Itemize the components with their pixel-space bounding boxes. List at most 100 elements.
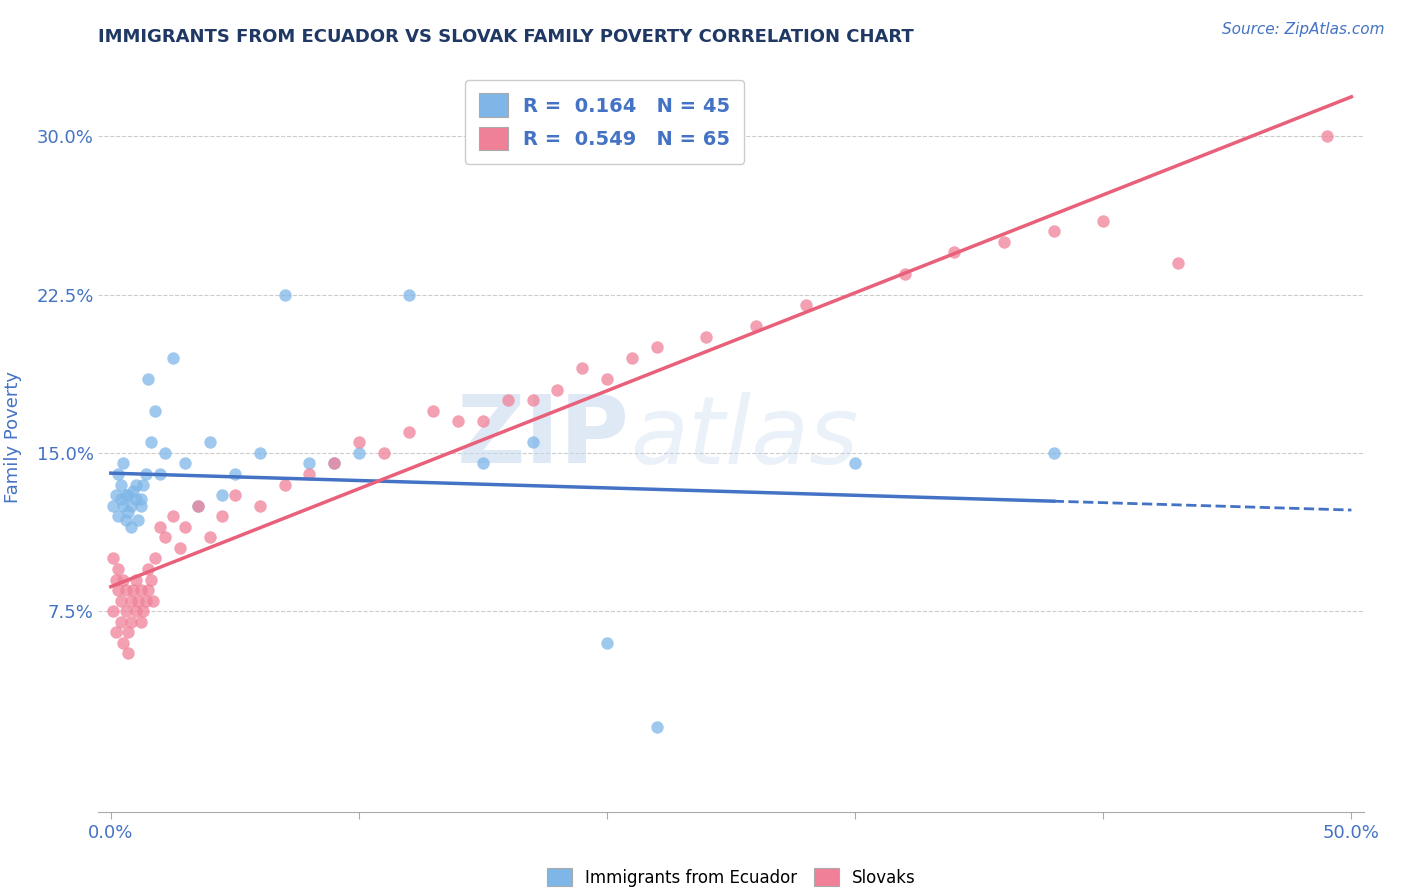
- Point: [139, 573, 162, 587]
- Point: [124, 604, 146, 618]
- Point: [120, 499, 142, 513]
- Point: [129, 583, 152, 598]
- Point: [1042, 446, 1064, 460]
- Point: [112, 457, 135, 471]
- Point: [117, 625, 139, 640]
- Point: [894, 267, 917, 281]
- Point: [447, 414, 470, 428]
- Point: [211, 488, 233, 502]
- Point: [107, 562, 129, 576]
- Point: [373, 446, 395, 460]
- Point: [114, 513, 136, 527]
- Point: [645, 720, 668, 734]
- Text: IMMIGRANTS FROM ECUADOR VS SLOVAK FAMILY POVERTY CORRELATION CHART: IMMIGRANTS FROM ECUADOR VS SLOVAK FAMILY…: [98, 28, 914, 45]
- Text: ZIP: ZIP: [457, 391, 630, 483]
- Legend: Immigrants from Ecuador, Slovaks: Immigrants from Ecuador, Slovaks: [540, 862, 922, 892]
- Point: [162, 351, 184, 365]
- Point: [127, 593, 149, 607]
- Point: [122, 583, 145, 598]
- Point: [112, 499, 135, 513]
- Point: [124, 477, 146, 491]
- Point: [129, 615, 152, 629]
- Point: [422, 403, 444, 417]
- Point: [129, 492, 152, 507]
- Point: [129, 499, 152, 513]
- Point: [1092, 213, 1115, 227]
- Point: [107, 583, 129, 598]
- Point: [110, 593, 132, 607]
- Point: [155, 446, 177, 460]
- Point: [496, 393, 519, 408]
- Point: [114, 488, 136, 502]
- Point: [112, 636, 135, 650]
- Point: [943, 245, 966, 260]
- Point: [298, 467, 321, 481]
- Point: [114, 583, 136, 598]
- Point: [117, 488, 139, 502]
- Point: [122, 483, 145, 498]
- Point: [174, 457, 197, 471]
- Point: [149, 520, 172, 534]
- Point: [596, 372, 619, 386]
- Point: [249, 499, 271, 513]
- Point: [198, 530, 221, 544]
- Point: [794, 298, 817, 312]
- Point: [132, 477, 155, 491]
- Point: [596, 636, 619, 650]
- Point: [107, 467, 129, 481]
- Point: [224, 488, 246, 502]
- Point: [174, 520, 197, 534]
- Point: [114, 604, 136, 618]
- Point: [323, 457, 346, 471]
- Point: [695, 330, 717, 344]
- Point: [136, 372, 159, 386]
- Point: [546, 383, 568, 397]
- Point: [155, 530, 177, 544]
- Point: [145, 551, 167, 566]
- Point: [117, 505, 139, 519]
- Point: [522, 393, 544, 408]
- Point: [162, 509, 184, 524]
- Point: [620, 351, 643, 365]
- Point: [135, 467, 157, 481]
- Point: [169, 541, 191, 555]
- Point: [844, 457, 866, 471]
- Point: [249, 446, 271, 460]
- Point: [1167, 256, 1189, 270]
- Point: [107, 509, 129, 524]
- Point: [224, 467, 246, 481]
- Point: [110, 492, 132, 507]
- Point: [472, 414, 495, 428]
- Point: [187, 499, 209, 513]
- Point: [745, 319, 768, 334]
- Text: atlas: atlas: [630, 392, 858, 483]
- Point: [149, 467, 172, 481]
- Point: [273, 287, 295, 301]
- Point: [120, 593, 142, 607]
- Point: [522, 435, 544, 450]
- Point: [273, 477, 295, 491]
- Point: [112, 573, 135, 587]
- Point: [571, 361, 593, 376]
- Point: [124, 573, 146, 587]
- Point: [104, 573, 127, 587]
- Point: [136, 562, 159, 576]
- Point: [104, 625, 127, 640]
- Text: Source: ZipAtlas.com: Source: ZipAtlas.com: [1222, 22, 1385, 37]
- Point: [472, 457, 495, 471]
- Point: [103, 604, 125, 618]
- Point: [323, 457, 346, 471]
- Point: [132, 604, 155, 618]
- Point: [104, 488, 127, 502]
- Point: [103, 499, 125, 513]
- Point: [124, 492, 146, 507]
- Point: [127, 513, 149, 527]
- Point: [298, 457, 321, 471]
- Point: [142, 593, 165, 607]
- Point: [139, 435, 162, 450]
- Point: [110, 477, 132, 491]
- Point: [103, 551, 125, 566]
- Point: [198, 435, 221, 450]
- Point: [120, 520, 142, 534]
- Point: [1316, 129, 1339, 144]
